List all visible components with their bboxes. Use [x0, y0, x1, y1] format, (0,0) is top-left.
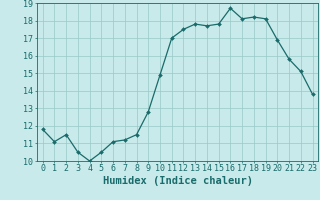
- X-axis label: Humidex (Indice chaleur): Humidex (Indice chaleur): [103, 176, 252, 186]
